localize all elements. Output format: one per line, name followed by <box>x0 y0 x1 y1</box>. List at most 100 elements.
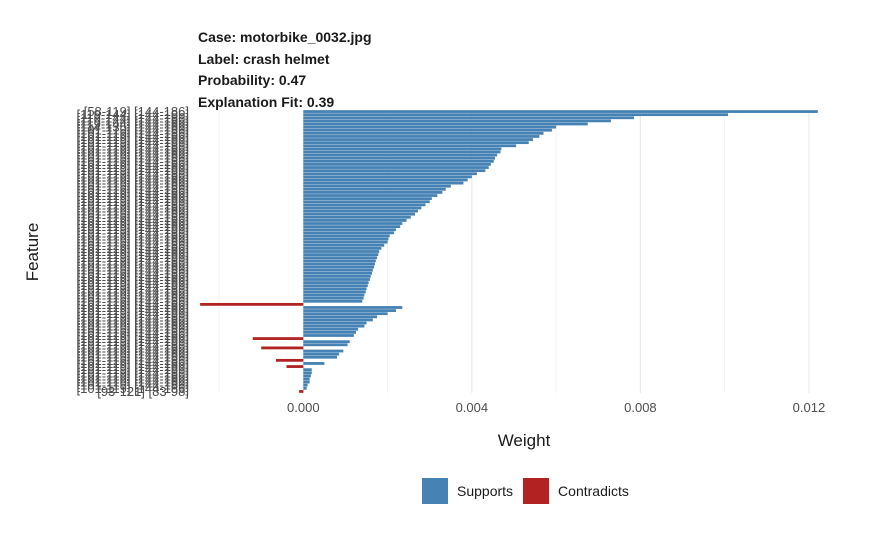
feature-label: [101-119] [144-186] <box>76 241 189 256</box>
feature-label: [101-119] [144-186] <box>76 353 189 368</box>
feature-label: [101-119] [144-186] <box>76 176 189 191</box>
legend-item-contradicts: Contradicts <box>523 478 629 504</box>
feature-label: [119-144] [144-186] <box>76 107 189 122</box>
feature-label: [101-119] [144-186] <box>76 350 189 365</box>
y-axis-title: Feature <box>23 223 42 282</box>
feature-label: [101-119] [144-186] <box>76 331 189 346</box>
feature-label: [101-119] [144-186] <box>76 166 189 181</box>
feature-label: [101-119] [144-186] <box>76 306 189 321</box>
case-title: Case: motorbike_0032.jpg <box>198 29 372 45</box>
bar-supports <box>303 343 348 347</box>
bar-supports <box>303 256 378 260</box>
bar-supports <box>303 113 729 117</box>
bar-supports <box>303 119 611 123</box>
bar-supports <box>303 374 311 378</box>
feature-label: [101-119] [144-186] <box>76 228 189 243</box>
feature-label: [101-119] [144-186] <box>76 200 189 215</box>
legend-label-supports: Supports <box>457 483 514 499</box>
bar-supports <box>303 163 491 166</box>
bar-supports <box>303 262 375 266</box>
probability-title: Probability: 0.47 <box>198 72 307 88</box>
bar-supports <box>303 231 394 235</box>
feature-label: [101-119] [144-186] <box>76 325 189 340</box>
feature-label: [101-119] [144-186] <box>76 232 189 247</box>
x-tick-label: 0.000 <box>287 400 320 415</box>
feature-label: [101-119] [144-186] <box>76 235 189 250</box>
bar-supports <box>303 197 432 201</box>
feature-labels: [58-119] [144-186][119-144] [144-186][11… <box>76 104 189 399</box>
feature-label: [101-119] [144-186] <box>76 288 189 303</box>
legend-item-supports: Supports <box>422 478 513 504</box>
bar-supports <box>303 324 365 328</box>
bar-supports <box>303 327 359 331</box>
feature-label: [101-119] [144-186] <box>76 322 189 337</box>
feature-label: [101-119] [144-186] <box>76 300 189 315</box>
bar-supports <box>303 131 544 135</box>
bar-supports <box>303 306 403 309</box>
feature-label: [101-119] [144-186] <box>76 144 189 159</box>
explanation-header: Case: motorbike_0032.jpg Label: crash he… <box>198 27 372 113</box>
bar-supports <box>303 116 635 120</box>
feature-label: [58-119] [144-186] <box>84 104 189 119</box>
feature-label: [101-119] [144-186] <box>76 284 189 299</box>
feature-label: [101-119] [144-186] <box>76 340 189 355</box>
feature-label: [101-119] [144-186] <box>76 253 189 268</box>
bar-supports <box>303 215 411 219</box>
feature-label: [101-119] [144-186] <box>76 362 189 377</box>
bar-supports <box>303 287 367 291</box>
bar-supports <box>303 383 308 387</box>
feature-label: [101-119] [144-186] <box>76 238 189 253</box>
feature-label: [101-119] [144-186] <box>76 375 189 390</box>
bar-contradicts <box>299 390 304 393</box>
bar-supports <box>303 175 472 179</box>
bar-contradicts <box>286 365 304 368</box>
bar-supports <box>303 340 350 344</box>
bar-supports <box>303 368 312 372</box>
feature-label: [101-119] [144-186] <box>76 368 189 383</box>
bar-supports <box>303 371 312 375</box>
bar-supports <box>303 330 356 334</box>
bar-supports <box>303 144 517 148</box>
bar-supports <box>303 159 494 163</box>
feature-label: [119-144] [144-186] <box>76 113 189 128</box>
feature-label: [101-119] [144-186] <box>76 157 189 172</box>
bar-supports <box>303 309 397 312</box>
bar-supports <box>303 377 310 381</box>
feature-label: [101-119] [144-186] <box>76 303 189 318</box>
feature-label: [101-119] [144-186] <box>76 154 189 169</box>
bar-supports <box>303 187 446 191</box>
label-title: Label: crash helmet <box>198 50 330 67</box>
feature-label: [101-119] [144-186] <box>76 266 189 281</box>
bar-supports <box>303 334 354 337</box>
legend-swatch-contradicts <box>523 478 550 504</box>
bar-supports <box>303 147 502 151</box>
fit-title: Explanation Fit: 0.39 <box>198 93 335 110</box>
bar-supports <box>303 318 373 322</box>
feature-label: [101-119] [144-186] <box>76 244 189 259</box>
feature-label: [101-119] [144-186] <box>76 210 189 225</box>
bar-supports <box>303 166 489 169</box>
feature-label: [101-119] [144-186] <box>76 148 189 163</box>
bar-supports <box>303 206 422 210</box>
feature-label: [101-119] [144-186] <box>76 219 189 234</box>
feature-label: [101-119] [144-186] <box>76 372 189 387</box>
feature-label: [101-119] [144-186] <box>76 344 189 359</box>
feature-label: [101-119] [144-186] <box>76 309 189 324</box>
bar-contradicts <box>275 358 304 362</box>
bar-supports <box>303 234 390 238</box>
x-tick-label: 0.012 <box>793 400 826 415</box>
feature-label: [101-119] [144-186] <box>76 129 189 144</box>
bar-supports <box>303 125 557 129</box>
feature-label: [101-119] [144-186] <box>76 347 189 362</box>
bar-supports <box>303 290 366 294</box>
bar-supports <box>303 380 310 384</box>
bar-supports <box>303 293 365 297</box>
bar-supports <box>303 209 418 213</box>
feature-label: [101-119] [144-186] <box>76 179 189 194</box>
feature-label: [101-119] [144-186] <box>76 294 189 309</box>
feature-label: [101-119] [144-186] <box>76 160 189 175</box>
bar-supports <box>303 219 407 222</box>
legend-label-contradicts: Contradicts <box>558 483 629 499</box>
feature-label: [101-119] [144-186] <box>76 250 189 265</box>
